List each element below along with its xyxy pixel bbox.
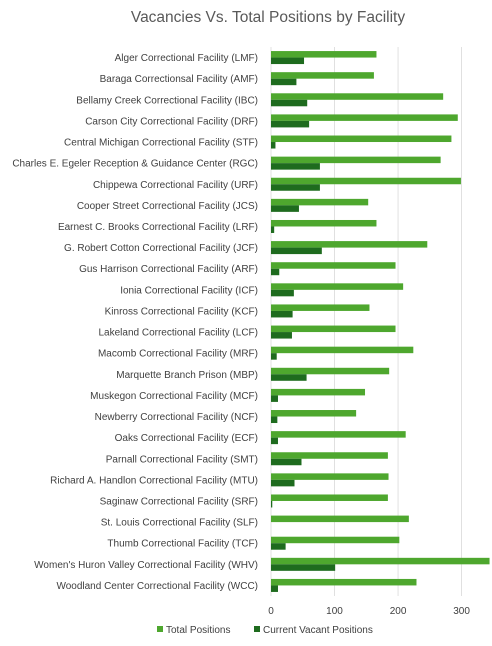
vacant-positions-bar [271, 564, 336, 571]
vacant-positions-bar [271, 543, 286, 550]
category-label: Cooper Street Correctional Facility (JCS… [77, 201, 258, 212]
total-positions-bar [271, 367, 390, 375]
vacant-positions-bar [271, 458, 302, 466]
total-positions-bar [271, 431, 406, 438]
total-positions-bar [271, 557, 490, 565]
x-tick-label: 0 [268, 606, 274, 617]
vacant-positions-bar [271, 163, 320, 170]
total-positions-bar [271, 198, 369, 206]
legend-label: Total Positions [166, 625, 230, 636]
vacant-positions-bar [271, 416, 278, 424]
vacant-positions-bar [271, 120, 310, 128]
total-positions-bar [271, 156, 441, 164]
vacant-positions-bar [271, 142, 276, 149]
vacant-positions-bar [271, 332, 292, 339]
category-label: Saginaw Correctional Facility (SRF) [100, 496, 258, 507]
vacant-positions-bar [271, 437, 278, 445]
vacant-positions-bar [271, 99, 308, 107]
category-label: Richard A. Handlon Correctional Facility… [50, 475, 258, 486]
x-tick-label: 300 [453, 606, 470, 617]
category-labels: Alger Correctional Facility (LMF) Baraga … [12, 53, 258, 592]
category-label: Gus Harrison Correctional Facility (ARF) [79, 264, 258, 275]
vacant-positions-bar [271, 268, 280, 276]
legend-swatch [157, 626, 163, 632]
legend-swatch [254, 626, 260, 632]
category-label: Macomb Correctional Facility (MRF) [98, 349, 258, 360]
total-positions-bar [271, 452, 388, 459]
total-positions-bar [271, 578, 417, 586]
category-label: Parnall Correctional Facility (SMT) [106, 454, 258, 465]
vacant-positions-bar [271, 479, 295, 487]
total-positions-bar [271, 72, 374, 79]
vacant-positions-bar [271, 310, 293, 318]
total-positions-bar [271, 536, 400, 544]
total-positions-bar [271, 262, 396, 269]
category-label: Women's Huron Valley Correctional Facili… [34, 560, 258, 571]
x-tick-label: 200 [390, 606, 407, 617]
total-positions-bar [271, 51, 377, 58]
total-positions-bar [271, 177, 461, 185]
category-label: Woodland Center Correctional Facility (W… [56, 581, 258, 592]
gridlines [270, 47, 462, 596]
bars [271, 51, 490, 592]
vacant-positions-bar [271, 226, 275, 233]
legend-label: Current Vacant Positions [263, 625, 373, 636]
category-label: Ionia Correctional Facility (ICF) [120, 285, 258, 296]
chart-title: Vacancies Vs. Total Positions by Facilit… [131, 9, 405, 26]
category-label: St. Louis Correctional Facility (SLF) [101, 518, 258, 529]
total-positions-bar [271, 93, 444, 100]
vacant-positions-bar [271, 500, 273, 508]
category-label: Marquette Branch Prison (MBP) [116, 370, 258, 381]
total-positions-bar [271, 283, 404, 290]
vacant-positions-bar [271, 57, 305, 65]
vacant-positions-bar [271, 78, 297, 86]
category-label: G. Robert Cotton Correctional Facility (… [64, 243, 258, 254]
total-positions-bar [271, 388, 366, 396]
category-label: Bellamy Creek Correctional Facility (IBC… [76, 95, 258, 106]
vacant-positions-bar [271, 289, 294, 297]
vacant-positions-bar [271, 374, 307, 381]
x-tick-label: 100 [326, 606, 343, 617]
vacant-positions-bar [271, 395, 278, 402]
category-label: Alger Correctional Facility (LMF) [115, 53, 258, 64]
category-label: Carson City Correctional Facility (DRF) [85, 116, 258, 127]
total-positions-bar [271, 114, 458, 121]
total-positions-bar [271, 515, 409, 523]
total-positions-bar [271, 410, 357, 417]
vacant-positions-bar [271, 205, 299, 212]
total-positions-bar [271, 135, 452, 143]
total-positions-bar [271, 325, 396, 333]
total-positions-bar [271, 346, 414, 354]
vacant-positions-bar [271, 585, 278, 592]
category-label: Baraga Correctionsal Facility (AMF) [100, 74, 258, 85]
total-positions-bar [271, 219, 377, 227]
category-label: Chippewa Correctional Facility (URF) [93, 180, 258, 191]
vacant-positions-bar [271, 184, 320, 191]
category-label: Kinross Correctional Facility (KCF) [105, 306, 258, 317]
category-label: Oaks Correctional Facility (ECF) [115, 433, 258, 444]
total-positions-bar [271, 304, 370, 311]
vacant-positions-bar [271, 353, 277, 360]
category-label: Thumb Correctional Facility (TCF) [107, 539, 258, 550]
category-label: Muskegon Correctional Facility (MCF) [90, 391, 258, 402]
vacant-positions-bar [271, 247, 322, 255]
total-positions-bar [271, 473, 389, 480]
category-label: Lakeland Correctional Facility (LCF) [98, 328, 258, 339]
total-positions-bar [271, 494, 388, 501]
total-positions-bar [271, 241, 428, 248]
category-label: Newberry Correctional Facility (NCF) [95, 412, 258, 423]
category-label: Charles E. Egeler Reception & Guidance C… [12, 159, 258, 170]
legend: Total Positions Current Vacant Positions [157, 625, 373, 636]
category-label: Central Michigan Correctional Facility (… [64, 138, 258, 149]
category-label: Earnest C. Brooks Correctional Facility … [58, 222, 258, 233]
x-axis-tick-labels: 0 100 200 300 [268, 606, 470, 617]
